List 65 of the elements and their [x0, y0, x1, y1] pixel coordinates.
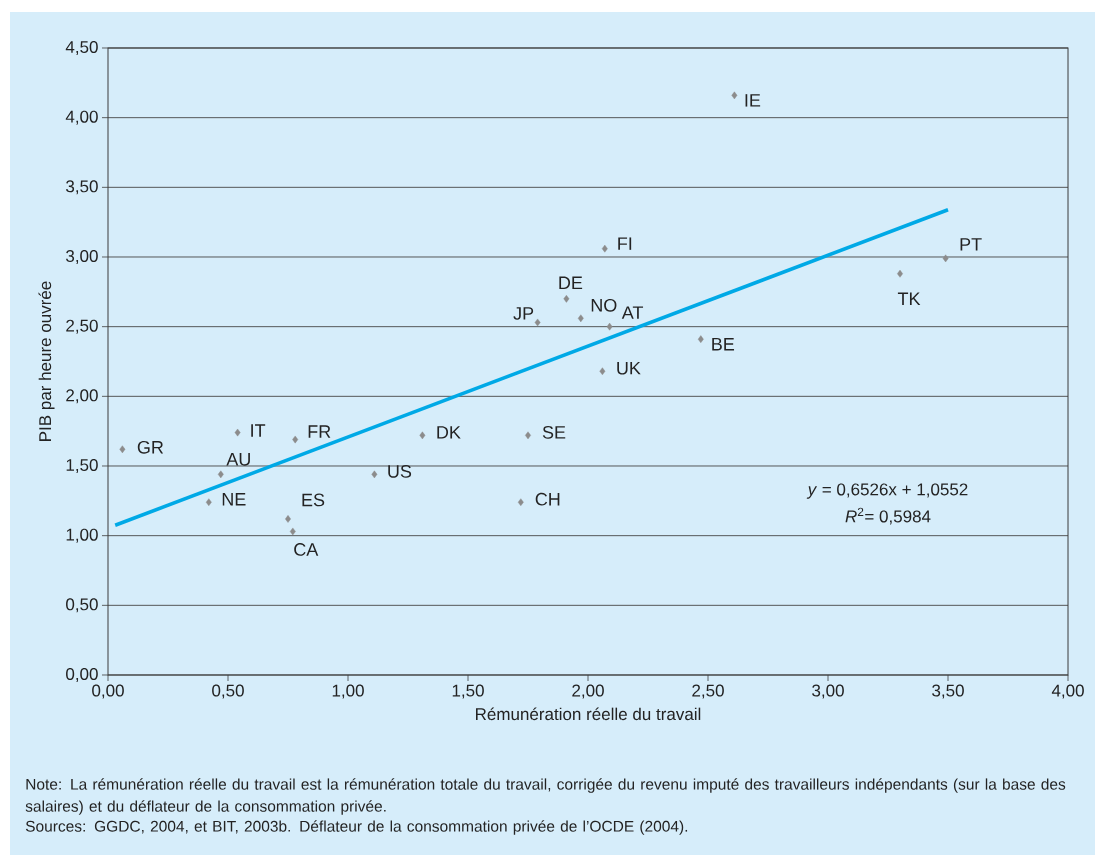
annotation: SE: [542, 425, 566, 439]
annotation: FI: [618, 237, 632, 250]
annotation: TK: [897, 292, 921, 305]
text: Note: La rémunération réelle du travail est la rémunération totale du travail, corrigée du revenu imputé des travailleurs indépendants (sur la base des salaires) et du déflateur de la consommation privée.: [25, 778, 1066, 815]
annotation: AT: [621, 306, 644, 319]
annotation: GR: [137, 440, 164, 454]
point: [292, 435, 299, 444]
point: [942, 254, 949, 263]
point: [205, 498, 212, 507]
x-axis-title: Rémunération réelle du travail: [476, 707, 701, 721]
point: [606, 322, 613, 331]
y-tick-label: 4,00: [65, 110, 98, 125]
annotation: AU: [226, 453, 250, 466]
annotation: JP: [513, 307, 534, 320]
y-tick-label: 0,50: [66, 598, 98, 613]
annotation: PT: [960, 238, 982, 251]
x-tick-label: 2,50: [692, 684, 724, 699]
x-tick-label: 2,00: [572, 684, 604, 699]
point: [517, 498, 524, 507]
annotation: CA: [294, 543, 319, 556]
annotation: US: [388, 464, 412, 478]
x-tick-label: 0,50: [212, 684, 244, 699]
annotation: FR: [308, 425, 331, 438]
annotation: BE: [712, 338, 735, 351]
annotation: UK: [617, 361, 641, 375]
x-tick-label: 3,50: [932, 684, 964, 699]
x-tick-label: 1,00: [332, 684, 364, 699]
point: [577, 314, 584, 323]
annotation: y = 0,6526x + 1,0552: [806, 483, 968, 499]
point: [601, 244, 608, 253]
x-tick-label: 0,00: [92, 684, 124, 699]
annotation: NO: [591, 298, 617, 312]
annotation: NE: [222, 493, 246, 506]
point: [285, 515, 291, 523]
y-axis-title: PIB par heure ouvrée: [38, 281, 55, 441]
point: [217, 470, 224, 479]
point: [697, 335, 704, 343]
y-tick-label: 1,50: [66, 458, 98, 474]
x-tick-label: 1,50: [452, 684, 484, 699]
x-tick-label: 3,00: [812, 684, 844, 699]
annotation: DK: [437, 426, 461, 439]
annotation: IT: [251, 424, 266, 437]
annotation: DE: [559, 276, 583, 289]
point: [599, 367, 606, 376]
point: [289, 527, 296, 536]
point: [534, 318, 541, 327]
y-tick-label: 1,00: [66, 528, 98, 543]
point: [234, 428, 241, 437]
y-tick-label: 3,00: [66, 249, 98, 265]
annotation: IE: [745, 94, 761, 107]
y-tick-label: 4,50: [65, 40, 98, 56]
annotation: ES: [302, 493, 325, 507]
y-tick-label: 2,00: [66, 389, 98, 404]
x-tick-label: 4,00: [1051, 684, 1084, 699]
y-tick-label: 3,50: [66, 180, 98, 195]
point: [731, 91, 738, 100]
source-note: Sources: GGDC, 2004, et BIT, 2003b. Déflateur de la consommation privée de l’OCDE (2004).: [25, 820, 688, 835]
point: [371, 470, 378, 479]
annotation: R$^{2}$= 0,5984: [845, 507, 931, 525]
point: [419, 431, 426, 440]
annotation: CH: [535, 492, 560, 506]
y-tick-label: 0,00: [66, 667, 98, 683]
y-tick-label: 2,50: [66, 319, 98, 334]
point: [119, 445, 126, 454]
point: [563, 295, 570, 303]
